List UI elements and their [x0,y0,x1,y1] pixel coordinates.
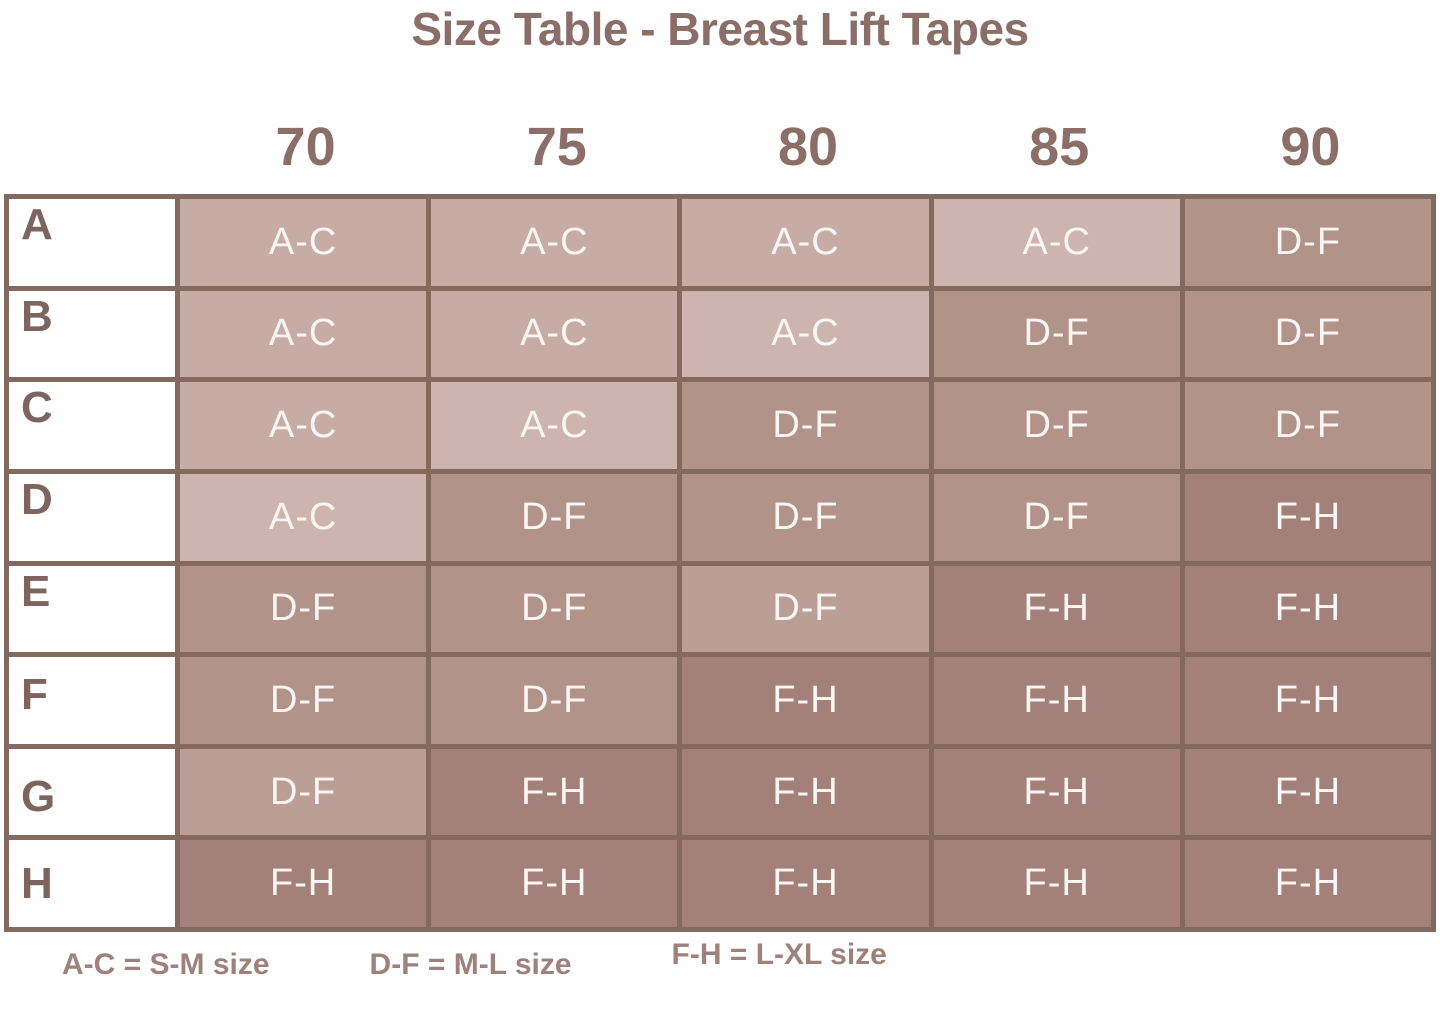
column-header-85: 85 [1029,117,1090,177]
cell-H-85: F-H [933,840,1180,927]
row-label-B: B [9,290,175,378]
cell-H-70: F-H [180,840,427,927]
cell-D-85: D-F [933,473,1180,561]
column-header-90: 90 [1280,117,1341,177]
cell-A-90: D-F [1184,199,1431,286]
cell-B-90: D-F [1184,290,1431,378]
cell-C-75: A-C [431,382,678,469]
row-label-D: D [9,473,175,561]
cell-E-70: D-F [180,565,427,653]
cell-A-85: A-C [933,199,1180,286]
cell-C-85: D-F [933,382,1180,469]
cell-H-80: F-H [682,840,929,927]
cell-B-80: A-C [682,290,929,378]
cell-E-90: F-H [1184,565,1431,653]
cell-G-70: D-F [180,748,427,836]
cell-G-85: F-H [933,748,1180,836]
row-label-F: F [9,657,175,744]
cell-D-70: A-C [180,473,427,561]
row-label-A: A [9,199,175,286]
cell-E-85: F-H [933,565,1180,653]
column-header-80: 80 [777,117,839,177]
column-header-70: 70 [275,117,336,177]
row-label-G: G [9,748,175,836]
cell-G-75: F-H [431,748,678,836]
legend-item-fh: F-H = L-XL size [671,938,887,971]
cell-D-75: D-F [431,473,678,561]
row-label-C: C [9,382,175,469]
cell-H-90: F-H [1184,840,1431,927]
cell-F-90: F-H [1184,657,1431,744]
cell-F-75: D-F [431,657,678,744]
cell-C-90: D-F [1184,382,1431,469]
row-label-E: E [9,565,175,653]
cell-C-80: D-F [682,382,929,469]
row-label-H: H [9,840,175,927]
legend: A-C = S-M size D-F = M-L size F-H = L-XL… [62,938,1440,982]
cell-A-75: A-C [431,199,678,286]
cell-E-80: D-F [682,565,929,653]
cell-H-75: F-H [431,840,678,927]
cell-B-75: A-C [431,290,678,378]
cell-A-80: A-C [682,199,929,286]
cell-G-90: F-H [1184,748,1431,836]
cell-C-70: A-C [180,382,427,469]
size-table: A A-C A-C A-C A-C D-F B A-C A-C A-C D-F … [4,194,1436,932]
legend-item-df: D-F = M-L size [369,948,572,981]
cell-F-70: D-F [180,657,427,744]
cell-D-90: F-H [1184,473,1431,561]
cell-G-80: F-H [682,748,929,836]
cell-F-80: F-H [682,657,929,744]
cell-E-75: D-F [431,565,678,653]
cell-F-85: F-H [933,657,1180,744]
cell-D-80: D-F [682,473,929,561]
page-title: Size Table - Breast Lift Tapes [411,3,1029,55]
column-header-row: 70 75 80 85 90 [4,112,1436,174]
cell-A-70: A-C [180,199,427,286]
column-header-75: 75 [526,117,587,177]
cell-B-85: D-F [933,290,1180,378]
cell-B-70: A-C [180,290,427,378]
legend-item-ac: A-C = S-M size [62,948,270,981]
